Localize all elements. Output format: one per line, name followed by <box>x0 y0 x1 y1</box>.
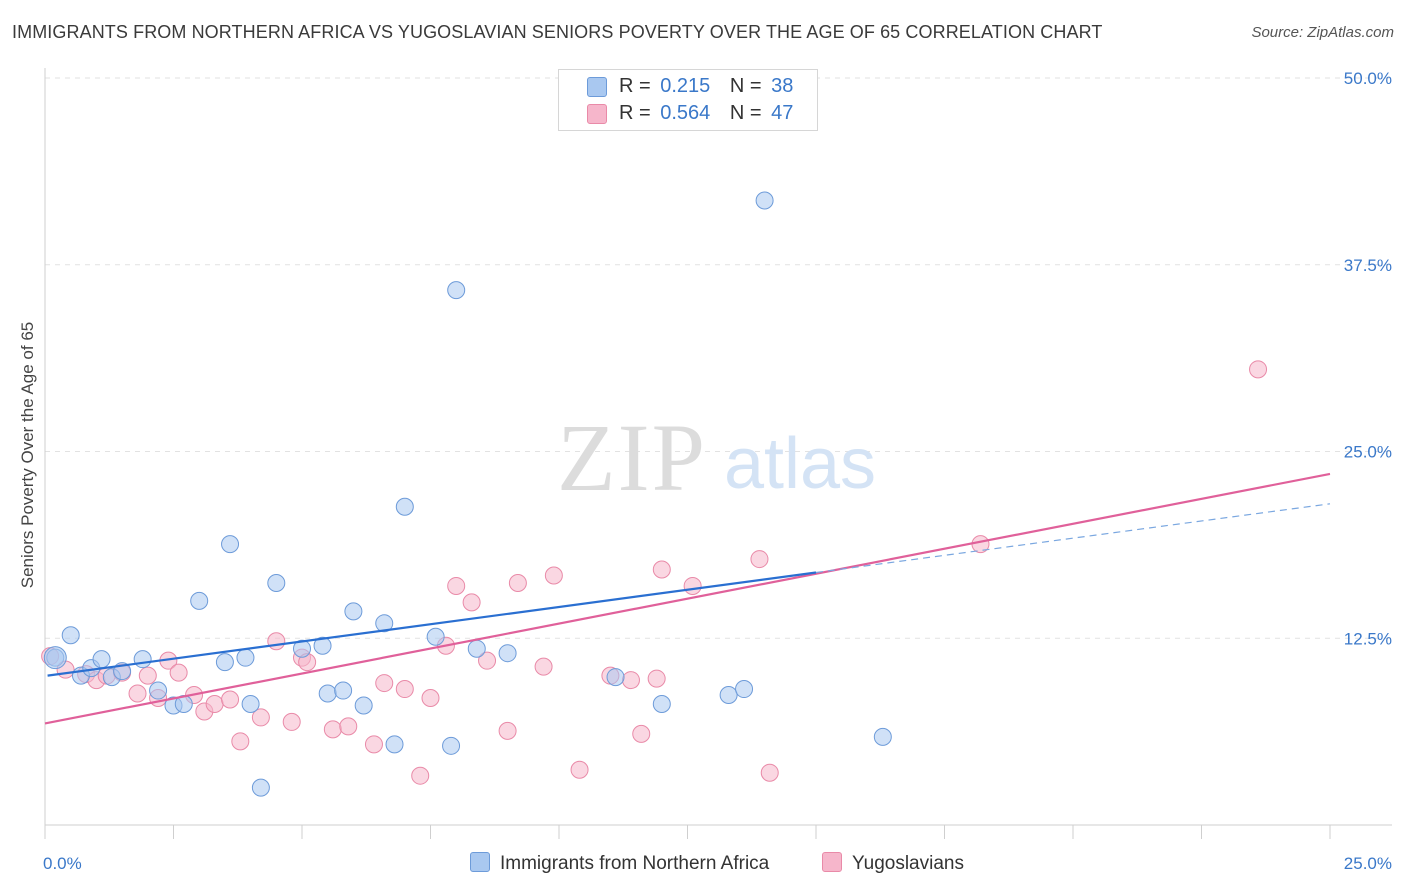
northern-africa-point <box>426 627 445 646</box>
northern-africa-point <box>190 591 209 610</box>
legend-r-label: R = <box>619 75 651 97</box>
northern-africa-point <box>344 602 363 621</box>
yugoslavians-point <box>221 690 240 709</box>
tick-labels: 12.5% 25.0% 37.5% 50.0% 0.0% 25.0% <box>43 69 1392 873</box>
northern-africa-point <box>719 686 738 705</box>
yugoslavians-point <box>760 763 779 782</box>
northern-africa-point <box>375 614 394 633</box>
yugoslavians-point <box>205 694 224 713</box>
yugoslavians-point <box>395 680 414 699</box>
x-tick-label: 0.0% <box>43 854 82 873</box>
northern-africa-point <box>236 648 255 667</box>
yugoslavians-point <box>128 684 147 703</box>
axes <box>44 68 1392 839</box>
legend-n-label: N = <box>729 102 762 124</box>
yugoslavians-point <box>544 566 563 585</box>
northern-africa-point <box>385 735 404 754</box>
northern-africa-point <box>313 636 332 655</box>
stats-legend: R = 0.215 N = 38 R = 0.564 N = 47 <box>558 69 818 131</box>
y-tick-label: 12.5% <box>1344 629 1392 648</box>
yugoslavians-point <box>339 717 358 736</box>
yugoslavians-point <box>498 721 517 740</box>
yugoslavians-point <box>282 712 301 731</box>
northern-africa-point <box>606 668 625 687</box>
y-tick-label: 50.0% <box>1344 69 1392 88</box>
legend-swatch-yugoslavians <box>587 104 607 124</box>
northern-africa-point <box>354 696 373 715</box>
chart-title: IMMIGRANTS FROM NORTHERN AFRICA VS YUGOS… <box>12 22 1103 42</box>
legend-n-value: 38 <box>771 75 794 97</box>
yugoslavians-point <box>478 651 497 670</box>
watermark-atlas: atlas <box>724 424 876 504</box>
legend-n-label: N = <box>729 75 762 97</box>
yugoslavians-trend-line <box>44 472 1331 725</box>
northern-africa-point <box>133 650 152 669</box>
yugoslavians-point <box>683 576 702 595</box>
northern-africa-point <box>241 694 260 713</box>
northern-africa-point <box>92 650 111 669</box>
yugoslavians-point <box>169 663 188 682</box>
yugoslavians-point <box>375 674 394 693</box>
northern-africa-point <box>755 191 774 210</box>
source-label: Source: ZipAtlas.com <box>1251 24 1394 41</box>
yugoslavians-point <box>231 732 250 751</box>
y-tick-label: 37.5% <box>1344 256 1392 275</box>
northern-africa-point <box>467 639 486 658</box>
northern-africa-point <box>293 639 311 658</box>
northern-africa-point <box>395 497 414 516</box>
bottom-legend-label-northern-africa: Immigrants from Northern Africa <box>500 853 770 874</box>
northern-africa-trend-line <box>47 571 817 677</box>
northern-africa-point <box>498 644 517 663</box>
yugoslavians-point <box>411 766 430 785</box>
yugoslavians-point <box>570 760 589 779</box>
yugoslavians-point <box>750 550 769 569</box>
yugoslavians-point <box>421 689 440 708</box>
yugoslavians-point <box>138 666 157 685</box>
y-tick-label: 25.0% <box>1344 443 1392 462</box>
legend-n-value: 47 <box>771 102 794 124</box>
yugoslavians-point <box>647 669 666 688</box>
bottom-legend-label-yugoslavians: Yugoslavians <box>852 853 964 874</box>
northern-africa-point <box>221 535 240 554</box>
northern-africa-point <box>735 680 754 699</box>
yugoslavians-point <box>462 593 481 612</box>
watermark-zip: ZIP <box>557 404 707 511</box>
yugoslavians-point <box>447 576 466 595</box>
grid-lines <box>45 77 1392 639</box>
x-tick-label: 25.0% <box>1344 854 1392 873</box>
yugoslavians-point <box>632 724 651 743</box>
yugoslavians-point <box>508 573 527 592</box>
northern-africa-point <box>251 778 270 797</box>
northern-africa-point <box>652 694 671 713</box>
legend-swatch-northern-africa <box>587 77 607 97</box>
bottom-legend-swatch-northern-africa <box>470 852 490 872</box>
northern-africa-point <box>447 281 466 300</box>
bottom-legend-swatch-yugoslavians <box>822 852 842 872</box>
northern-africa-point <box>149 681 168 700</box>
yugoslavians-point <box>534 657 553 676</box>
yugoslavians-point <box>621 671 640 690</box>
yugoslavians-point <box>323 720 342 739</box>
bottom-legend-yugoslavians: Yugoslavians <box>822 852 964 875</box>
northern-africa-point <box>43 646 67 670</box>
northern-africa-trend-extension <box>815 503 1331 574</box>
legend-r-label: R = <box>619 102 651 124</box>
yugoslavians-point <box>652 560 671 579</box>
northern-africa-point <box>873 727 892 746</box>
yugoslavians-point <box>1249 360 1268 379</box>
northern-africa-point <box>267 573 286 592</box>
legend-r-value: 0.215 <box>660 75 711 97</box>
northern-africa-point <box>318 684 337 703</box>
trend-lines <box>44 472 1331 725</box>
yugoslavians-point <box>364 735 383 754</box>
northern-africa-point <box>61 626 80 645</box>
legend-r-value: 0.564 <box>660 102 711 124</box>
yugoslavians-point <box>267 632 286 651</box>
northern-africa-point <box>442 736 461 755</box>
bottom-legend-northern-africa: Immigrants from Northern Africa <box>470 852 769 875</box>
northern-africa-point <box>334 681 353 700</box>
yugoslavians-point <box>251 708 270 727</box>
northern-africa-point <box>215 653 234 672</box>
